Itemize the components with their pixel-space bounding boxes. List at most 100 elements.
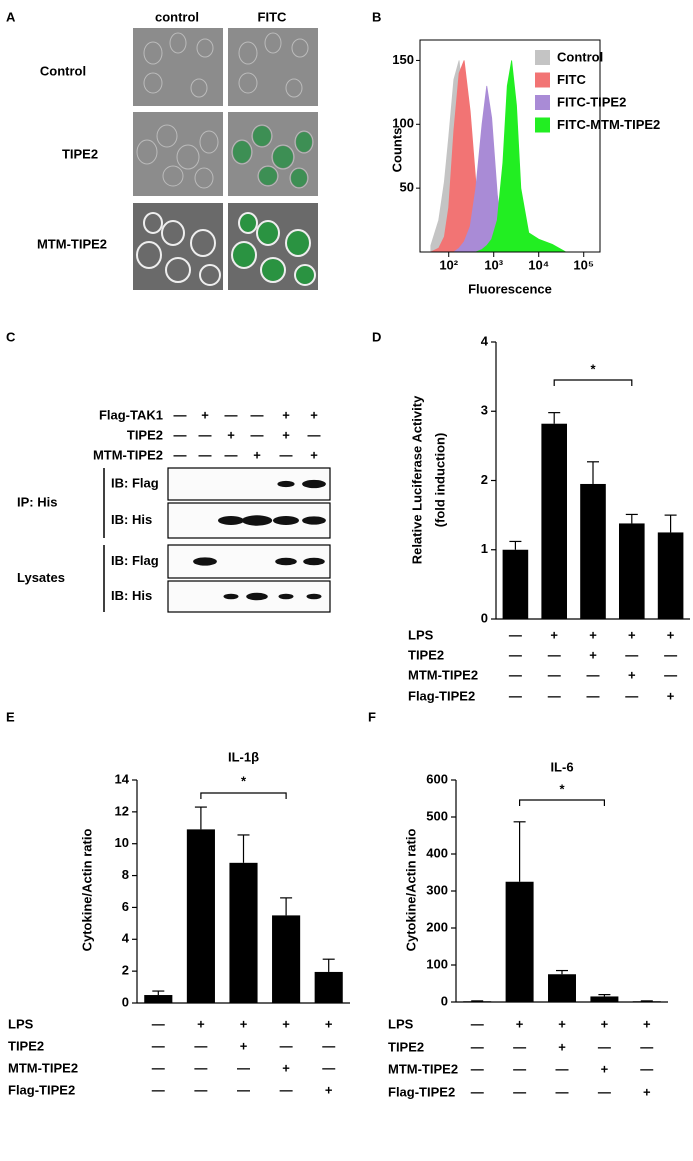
band [278,593,294,600]
band [275,557,297,566]
blot-label: IB: His [111,512,152,527]
treatment-sign: + [240,1038,248,1053]
cell [143,212,163,234]
treatment-sign: — [174,427,187,442]
treatment-label: TIPE2 [388,1039,424,1054]
treatment-sign: — [471,1016,484,1031]
treatment-sign: — [513,1084,526,1099]
legend-label: FITC [557,72,586,87]
treatment-sign: — [664,647,677,662]
treatment-sign: — [625,647,638,662]
treatment-sign: — [509,647,522,662]
treatment-sign: — [587,667,600,682]
cell [285,78,303,98]
band [277,480,295,488]
treatment-label: MTM-TIPE2 [8,1060,78,1075]
bar [541,423,568,619]
treatment-sign: — [174,407,187,422]
significance-bracket [553,379,633,386]
significance-bracket [200,792,287,799]
treatment-sign: — [322,1038,335,1053]
fluorescence [287,231,309,255]
y-tick-label: 10 [115,835,129,850]
y-tick-label: 200 [426,919,448,934]
treatment-label: Flag-TIPE2 [388,1084,455,1099]
x-tick-label: 10⁵ [573,257,594,272]
treatment-sign: — [587,688,600,703]
treatment-sign: + [558,1016,566,1031]
fluorescence [240,214,256,232]
band [273,516,299,525]
y-tick-label: 300 [426,882,448,897]
y-axis-label: (fold induction) [432,433,447,528]
cell [294,130,314,154]
treatment-sign: — [509,627,522,642]
treatment-label: MTM-TIPE2 [408,667,478,682]
treatment-sign: + [601,1016,609,1031]
panel-label: A [6,9,16,24]
treatment-sign: — [548,647,561,662]
treatment-sign: + [643,1084,651,1099]
significance-bracket [519,799,605,806]
treatment-sign: — [225,447,238,462]
bar [186,829,215,1003]
cell [136,139,158,165]
cell [231,139,253,165]
micrograph [133,112,223,196]
treatment-label: LPS [388,1016,414,1031]
cell [257,165,279,187]
y-axis-label: Cytokine/Actin ratio [403,829,418,952]
treatment-sign: + [558,1039,566,1054]
treatment-sign: — [625,688,638,703]
treatment-sign: + [227,427,235,442]
treatment-sign: + [628,667,636,682]
column-header: control [155,9,199,24]
cell [256,220,280,246]
column-header: FITC [258,9,287,24]
y-tick-label: 1 [481,541,488,556]
histogram-area [475,60,568,253]
x-tick-label: 10⁴ [528,257,549,272]
treatment-sign: + [240,1016,248,1031]
y-tick-label: 0 [481,610,488,625]
treatment-sign: — [513,1039,526,1054]
bar [580,483,606,619]
cell [289,167,309,189]
treatment-sign: — [640,1061,653,1076]
significance-mark: * [590,361,596,376]
treatment-sign: + [253,447,261,462]
cell [136,241,162,269]
treatment-sign: — [471,1061,484,1076]
x-tick-label: 10³ [484,257,503,272]
blot-label: IB: Flag [111,553,159,568]
cell [291,38,309,58]
micrograph [133,203,223,290]
cell [165,257,191,283]
treatment-sign: — [152,1038,165,1053]
bar [618,523,645,619]
treatment-label: TIPE2 [8,1038,44,1053]
cell [194,167,214,189]
treatment-label: LPS [408,627,434,642]
cell [271,144,295,170]
x-axis-label: Fluorescence [468,281,552,296]
treatment-sign: — [322,1060,335,1075]
blot-label: IB: Flag [111,475,159,490]
group-label: Lysates [17,570,65,585]
fluorescence [291,169,307,187]
treatment-sign: — [664,667,677,682]
cell [238,212,258,234]
fluorescence [233,141,251,163]
treatment-sign: + [197,1016,205,1031]
treatment-sign: — [280,1038,293,1053]
band [223,593,239,600]
cell [199,130,219,154]
y-tick-label: 2 [122,963,129,978]
treatment-sign: — [225,407,238,422]
panel-label: C [6,329,16,344]
treatment-sign: — [251,407,264,422]
y-tick-label: 6 [122,899,129,914]
treatment-label: TIPE2 [127,427,163,442]
y-tick-label: 150 [392,52,414,67]
treatment-sign: — [548,667,561,682]
